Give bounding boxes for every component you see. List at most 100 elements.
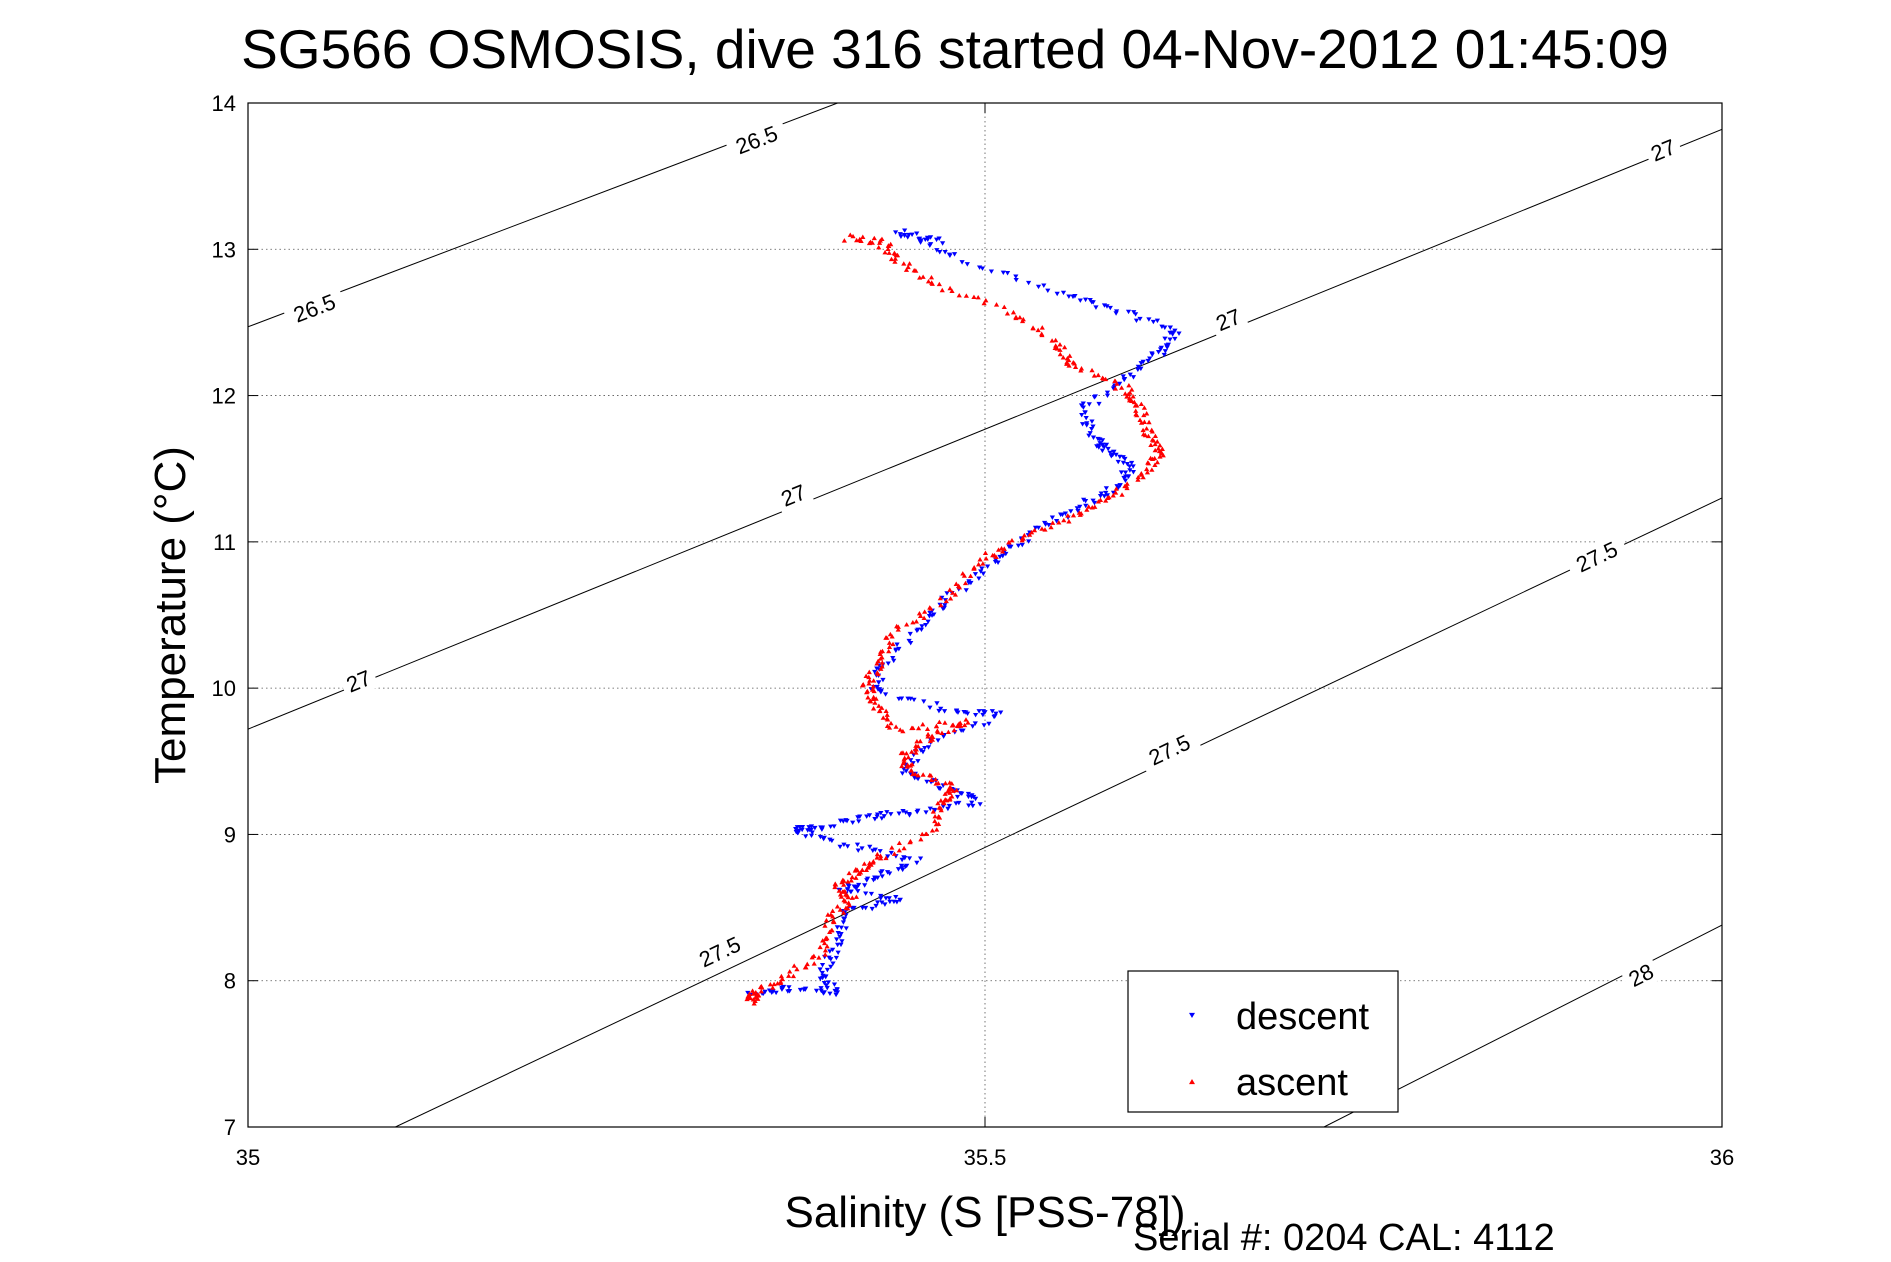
data-point-ascent (1056, 520, 1062, 525)
data-point-descent (838, 925, 844, 930)
x-axis-label: Salinity (S [PSS-78]) (784, 1188, 1185, 1237)
contour-label-bg (772, 476, 815, 514)
data-point-descent (969, 800, 975, 805)
data-point-descent (1172, 336, 1178, 342)
data-point-ascent (884, 715, 890, 721)
data-point-ascent (1141, 405, 1147, 410)
data-point-descent (1101, 494, 1107, 499)
data-point-ascent (824, 943, 830, 949)
data-point-ascent (1021, 532, 1027, 538)
data-point-ascent (917, 613, 924, 619)
contour-label-bg (723, 116, 790, 163)
data-point-ascent (822, 952, 828, 957)
data-point-descent (1004, 271, 1011, 276)
data-point-descent (1077, 504, 1083, 510)
data-point-ascent (896, 840, 902, 845)
data-point-ascent (913, 750, 919, 755)
data-point-ascent (854, 867, 860, 873)
data-point-ascent (933, 723, 940, 729)
data-point-ascent (947, 587, 953, 592)
data-point-descent (992, 559, 998, 565)
data-point-ascent (942, 720, 948, 725)
data-point-descent (934, 248, 940, 253)
data-point-descent (1110, 452, 1116, 458)
data-point-descent (911, 697, 917, 703)
data-point-ascent (876, 703, 882, 708)
data-point-ascent (1149, 437, 1156, 442)
data-point-ascent (874, 670, 880, 675)
data-point-descent (1097, 441, 1103, 446)
data-point-ascent (953, 787, 960, 793)
data-point-descent (856, 819, 862, 824)
data-point-ascent (843, 892, 849, 897)
data-point-descent (878, 896, 884, 901)
data-point-descent (1167, 337, 1173, 342)
serial-calibration-note: Serial #: 0204 CAL: 4112 (1133, 1217, 1555, 1259)
data-point-descent (922, 237, 928, 242)
data-point-descent (1082, 410, 1088, 415)
data-point-ascent (1124, 481, 1130, 486)
data-point-descent (923, 623, 929, 628)
data-point-ascent (866, 669, 872, 675)
data-point-ascent (1127, 390, 1133, 395)
data-point-ascent (839, 879, 845, 885)
data-point-descent (1103, 486, 1109, 491)
data-point-descent (905, 235, 911, 240)
data-point-ascent (866, 863, 872, 869)
data-point-descent (963, 588, 969, 593)
data-point-ascent (790, 973, 797, 979)
data-point-descent (779, 985, 785, 991)
data-point-ascent (982, 550, 989, 555)
data-point-ascent (878, 855, 884, 861)
data-point-ascent (1052, 345, 1058, 350)
data-point-ascent (1140, 474, 1146, 480)
data-point-descent (819, 827, 825, 832)
data-point-ascent (794, 966, 800, 972)
data-point-ascent (884, 712, 890, 717)
data-point-ascent (1148, 455, 1154, 461)
data-point-descent (884, 810, 890, 815)
data-point-ascent (877, 853, 884, 858)
data-point-descent (922, 745, 928, 751)
data-point-ascent (925, 731, 931, 737)
y-tick-label: 7 (224, 1115, 236, 1140)
data-point-descent (886, 896, 892, 901)
data-point-ascent (863, 867, 870, 872)
data-point-descent (1096, 401, 1102, 407)
data-point-ascent (871, 235, 877, 241)
data-point-ascent (1113, 486, 1119, 491)
data-point-ascent (923, 831, 929, 837)
data-point-ascent (1027, 532, 1033, 537)
data-point-ascent (746, 991, 752, 996)
data-point-descent (921, 699, 927, 704)
data-point-descent (1165, 342, 1172, 348)
data-point-ascent (920, 721, 926, 727)
data-point-ascent (1086, 504, 1092, 509)
data-point-ascent (1154, 459, 1161, 465)
data-point-ascent (942, 791, 948, 796)
data-point-ascent (921, 615, 927, 620)
data-point-ascent (951, 727, 957, 733)
data-point-descent (891, 899, 897, 905)
data-point-descent (933, 237, 940, 243)
data-point-ascent (866, 674, 872, 680)
data-point-ascent (932, 813, 938, 819)
data-point-ascent (791, 963, 797, 968)
data-point-descent (1083, 416, 1089, 421)
data-point-descent (887, 899, 893, 905)
data-point-ascent (971, 294, 977, 300)
data-point-ascent (878, 666, 884, 671)
data-point-ascent (936, 719, 942, 725)
data-point-ascent (883, 855, 889, 861)
data-point-ascent (1138, 401, 1144, 407)
data-point-ascent (1020, 536, 1026, 541)
data-point-descent (914, 860, 920, 866)
data-point-descent (1084, 423, 1090, 428)
data-point-descent (1113, 452, 1119, 458)
data-point-ascent (755, 996, 761, 1001)
data-point-ascent (866, 240, 873, 246)
data-point-ascent (991, 552, 998, 558)
data-point-ascent (909, 749, 915, 754)
data-point-ascent (1103, 498, 1109, 503)
